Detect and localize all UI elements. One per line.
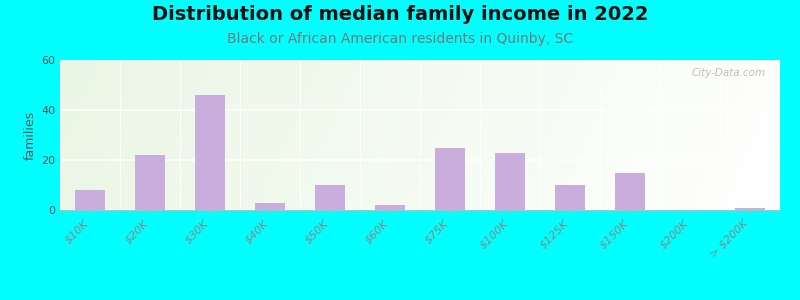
Bar [75, 190, 105, 210]
Text: Black or African American residents in Quinby, SC: Black or African American residents in Q… [227, 32, 573, 46]
Bar [135, 155, 165, 210]
Bar [495, 152, 525, 210]
Text: Distribution of median family income in 2022: Distribution of median family income in … [152, 4, 648, 23]
Y-axis label: families: families [24, 110, 37, 160]
Text: City-Data.com: City-Data.com [691, 68, 766, 77]
Bar [615, 172, 645, 210]
Bar [255, 202, 285, 210]
Bar [375, 205, 405, 210]
Bar [435, 148, 465, 210]
Bar [555, 185, 585, 210]
Bar [315, 185, 345, 210]
Bar [195, 95, 225, 210]
Bar [735, 208, 765, 210]
